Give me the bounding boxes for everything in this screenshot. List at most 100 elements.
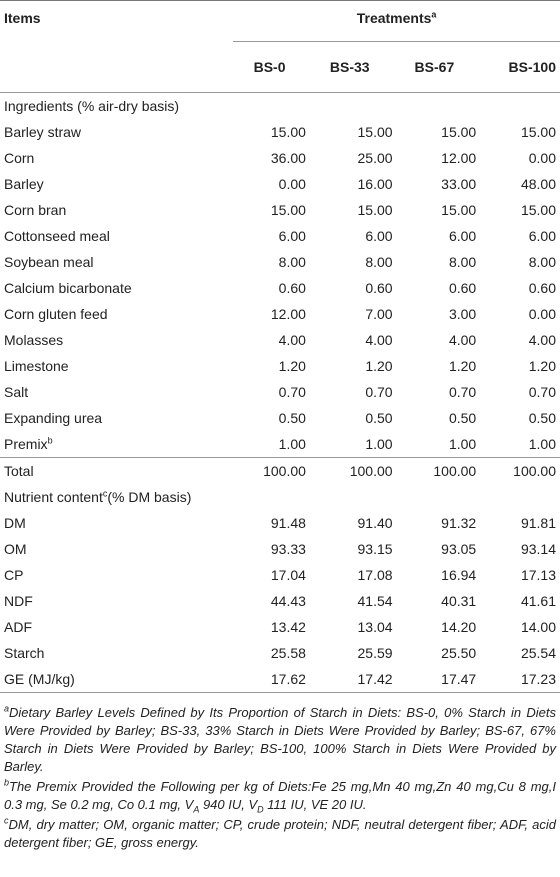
cell-bs-100: 8.00 [528, 254, 556, 270]
row-label: Premixb [0, 431, 233, 458]
table-row: Barley 0.00 16.00 33.00 48.00 [0, 171, 560, 197]
cell-bs-33: 25.00 [357, 150, 393, 166]
row-label-text: Molasses [4, 332, 64, 348]
cell-bs-100: 41.61 [520, 593, 556, 609]
row-label-text: Premix [4, 436, 48, 452]
nutrient-section-basis: (% DM basis) [107, 489, 192, 505]
cell-bs-67: 16.94 [441, 567, 477, 583]
row-label-text: Barley straw [4, 124, 82, 140]
footnote-c-text: DM, dry matter; OM, organic matter; CP, … [4, 817, 556, 850]
cell-bs-33: 1.20 [365, 358, 393, 374]
cell-bs-100: 25.54 [520, 645, 556, 661]
row-label-text: DM [4, 515, 26, 531]
table-row: Corn bran 15.00 15.00 15.00 15.00 [0, 197, 560, 223]
cell-bs-100: 100.00 [476, 457, 560, 484]
cell-bs-33: 15.00 [357, 202, 393, 218]
cell-bs-100: 14.00 [520, 619, 556, 635]
cell-bs-33: 91.40 [357, 515, 393, 531]
row-label-text: Cottonseed meal [4, 228, 110, 244]
nutrient-section-label: Nutrient contentc(% DM basis) [0, 484, 560, 510]
cell-bs-100: 4.00 [528, 332, 556, 348]
table-row: Starch 25.58 25.59 25.50 25.54 [0, 640, 560, 666]
cell-bs-67: 15.00 [441, 202, 477, 218]
table-row: Total 100.00 100.00 100.00 100.00 [0, 457, 560, 484]
cell-bs-0: 4.00 [278, 332, 306, 348]
header-row-1: Items Treatmentsa [0, 0, 560, 42]
cell-bs-0: 100.00 [233, 457, 307, 484]
row-label-text: Limestone [4, 358, 69, 374]
row-label-text: Total [4, 463, 34, 479]
cell-bs-67: 25.50 [441, 645, 477, 661]
items-header-label: Items [4, 10, 41, 26]
cell-bs-100: 15.00 [520, 124, 556, 140]
cell-bs-0: 15.00 [270, 202, 306, 218]
cell-bs-100: 48.00 [520, 176, 556, 192]
row-label: Barley straw [0, 119, 233, 145]
cell-bs-0: 0.00 [278, 176, 306, 192]
table-row: Salt 0.70 0.70 0.70 0.70 [0, 379, 560, 405]
cell-bs-100: 17.23 [476, 666, 560, 693]
items-header: Items [0, 0, 234, 42]
row-label: Molasses [0, 327, 233, 353]
cell-bs-67: 3.00 [448, 306, 477, 322]
footnote-a-mark: a [4, 703, 10, 714]
cell-bs-67: 12.00 [441, 150, 477, 166]
column-header-bs-0: BS-0 [233, 41, 307, 93]
cell-bs-0: 0.50 [278, 410, 306, 426]
cell-bs-67: 17.47 [392, 666, 477, 693]
cell-bs-33: 93.15 [357, 541, 393, 557]
cell-bs-0: 44.43 [270, 593, 306, 609]
row-label: Total [0, 457, 234, 484]
cell-bs-67: 8.00 [448, 254, 477, 270]
row-label-text: Corn bran [4, 202, 67, 218]
footnote-c-mark: c [4, 815, 9, 826]
column-header-bs-33: BS-33 [306, 41, 393, 93]
cell-bs-100: 93.14 [520, 541, 556, 557]
table-row: ADF 13.42 13.04 14.20 14.00 [0, 614, 560, 640]
cell-bs-0: 1.20 [278, 358, 306, 374]
row-label-text: Barley [4, 176, 44, 192]
table-row: Premixb 1.00 1.00 1.00 1.00 [0, 431, 560, 458]
cell-bs-100: 0.00 [528, 306, 556, 322]
cell-bs-100: 6.00 [528, 228, 556, 244]
row-label: NDF [0, 588, 233, 614]
row-label: GE (MJ/kg) [0, 666, 234, 693]
table-row: Cottonseed meal 6.00 6.00 6.00 6.00 [0, 223, 560, 249]
footnote-b-text-3: 111 IU, VE 20 IU. [263, 797, 367, 812]
cell-bs-0: 1.00 [278, 436, 306, 452]
cell-bs-100: 17.13 [520, 567, 556, 583]
cell-bs-0: 0.60 [278, 280, 306, 296]
row-label: Calcium bicarbonate [0, 275, 233, 301]
row-label-text: Expanding urea [4, 410, 103, 426]
ingredients-section-text: Ingredients (% air-dry basis) [4, 98, 180, 114]
row-label-text: Corn [4, 150, 35, 166]
nutrient-section: Nutrient contentc(% DM basis) [0, 484, 560, 510]
footnote-b-sub-a: A [193, 804, 200, 815]
cell-bs-33: 25.59 [357, 645, 393, 661]
cell-bs-100: 91.81 [520, 515, 556, 531]
row-label: Soybean meal [0, 249, 233, 275]
row-label-text: Soybean meal [4, 254, 94, 270]
cell-bs-0: 93.33 [270, 541, 306, 557]
cell-bs-67: 1.00 [448, 436, 477, 452]
cell-bs-67: 0.70 [448, 384, 477, 400]
table-row: CP 17.04 17.08 16.94 17.13 [0, 562, 560, 588]
row-label: ADF [0, 614, 233, 640]
nutrient-section-text: Nutrient content [4, 489, 103, 505]
table-row: Limestone 1.20 1.20 1.20 1.20 [0, 353, 560, 379]
footnote-a-text: Dietary Barley Levels Defined by Its Pro… [4, 705, 556, 774]
row-label: Corn gluten feed [0, 301, 233, 327]
row-label: OM [0, 536, 233, 562]
cell-bs-67: 40.31 [441, 593, 477, 609]
row-label-text: Salt [4, 384, 29, 400]
footnote-b-mark: b [4, 777, 10, 788]
row-label: Barley [0, 171, 233, 197]
cell-bs-67: 4.00 [448, 332, 477, 348]
row-label-text: ADF [4, 619, 32, 635]
cell-bs-33: 100.00 [306, 457, 393, 484]
cell-bs-0: 6.00 [278, 228, 306, 244]
cell-bs-67: 14.20 [441, 619, 477, 635]
treatments-header: Treatmentsa [233, 0, 560, 42]
cell-bs-33: 0.60 [365, 280, 393, 296]
row-label: Limestone [0, 353, 233, 379]
